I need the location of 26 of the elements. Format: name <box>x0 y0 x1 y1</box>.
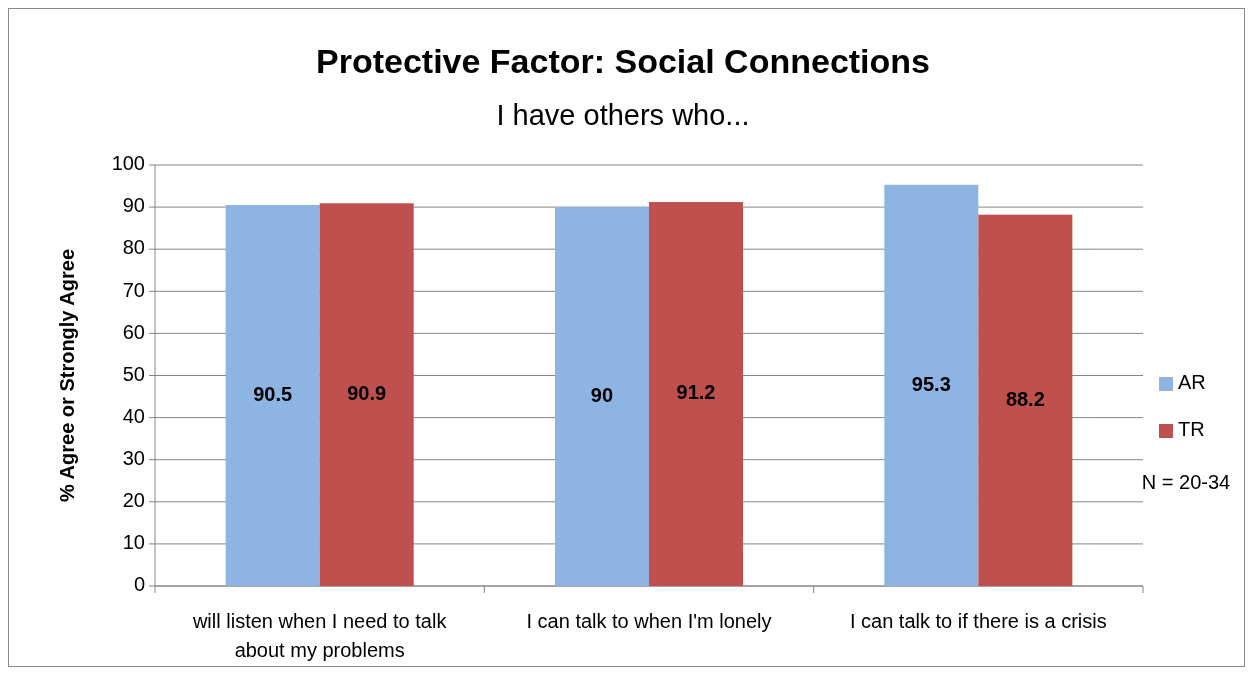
y-tick-label: 20 <box>122 489 145 512</box>
annotation: N = 20-34 <box>1141 471 1231 494</box>
y-tick-label: 40 <box>122 404 145 427</box>
y-tick-label: 30 <box>122 446 145 469</box>
x-tick-label: I can talk to if there is a crisis <box>849 610 1107 632</box>
legend-label: TR <box>1178 418 1205 441</box>
y-tick-label: 100 <box>111 152 145 175</box>
y-tick-label: 70 <box>122 278 145 301</box>
y-tick-label: 0 <box>133 573 145 596</box>
data-label: 90.5 <box>253 382 293 405</box>
x-tick-label: I can talk to when I'm lonely <box>526 610 772 632</box>
data-label: 90.9 <box>347 381 387 404</box>
chart-title: Protective Factor: Social Connections <box>315 42 931 80</box>
y-tick-label: 50 <box>122 362 145 385</box>
x-tick-label: will listen when I need to talk about my problems <box>191 610 448 661</box>
legend-label: AR <box>1178 371 1206 394</box>
data-label: 88.2 <box>1005 387 1045 410</box>
data-label: 95.3 <box>911 372 951 395</box>
y-axis-title: % Agree or Strongly Agree <box>56 248 78 503</box>
y-tick-label: 10 <box>122 531 145 554</box>
chart-subtitle: I have others who... <box>496 99 750 131</box>
y-tick-label: 60 <box>122 320 145 343</box>
y-tick-label: 90 <box>122 194 145 217</box>
y-tick-label: 80 <box>122 236 145 259</box>
data-label: 91.2 <box>676 381 716 404</box>
data-label: 90 <box>590 383 614 406</box>
